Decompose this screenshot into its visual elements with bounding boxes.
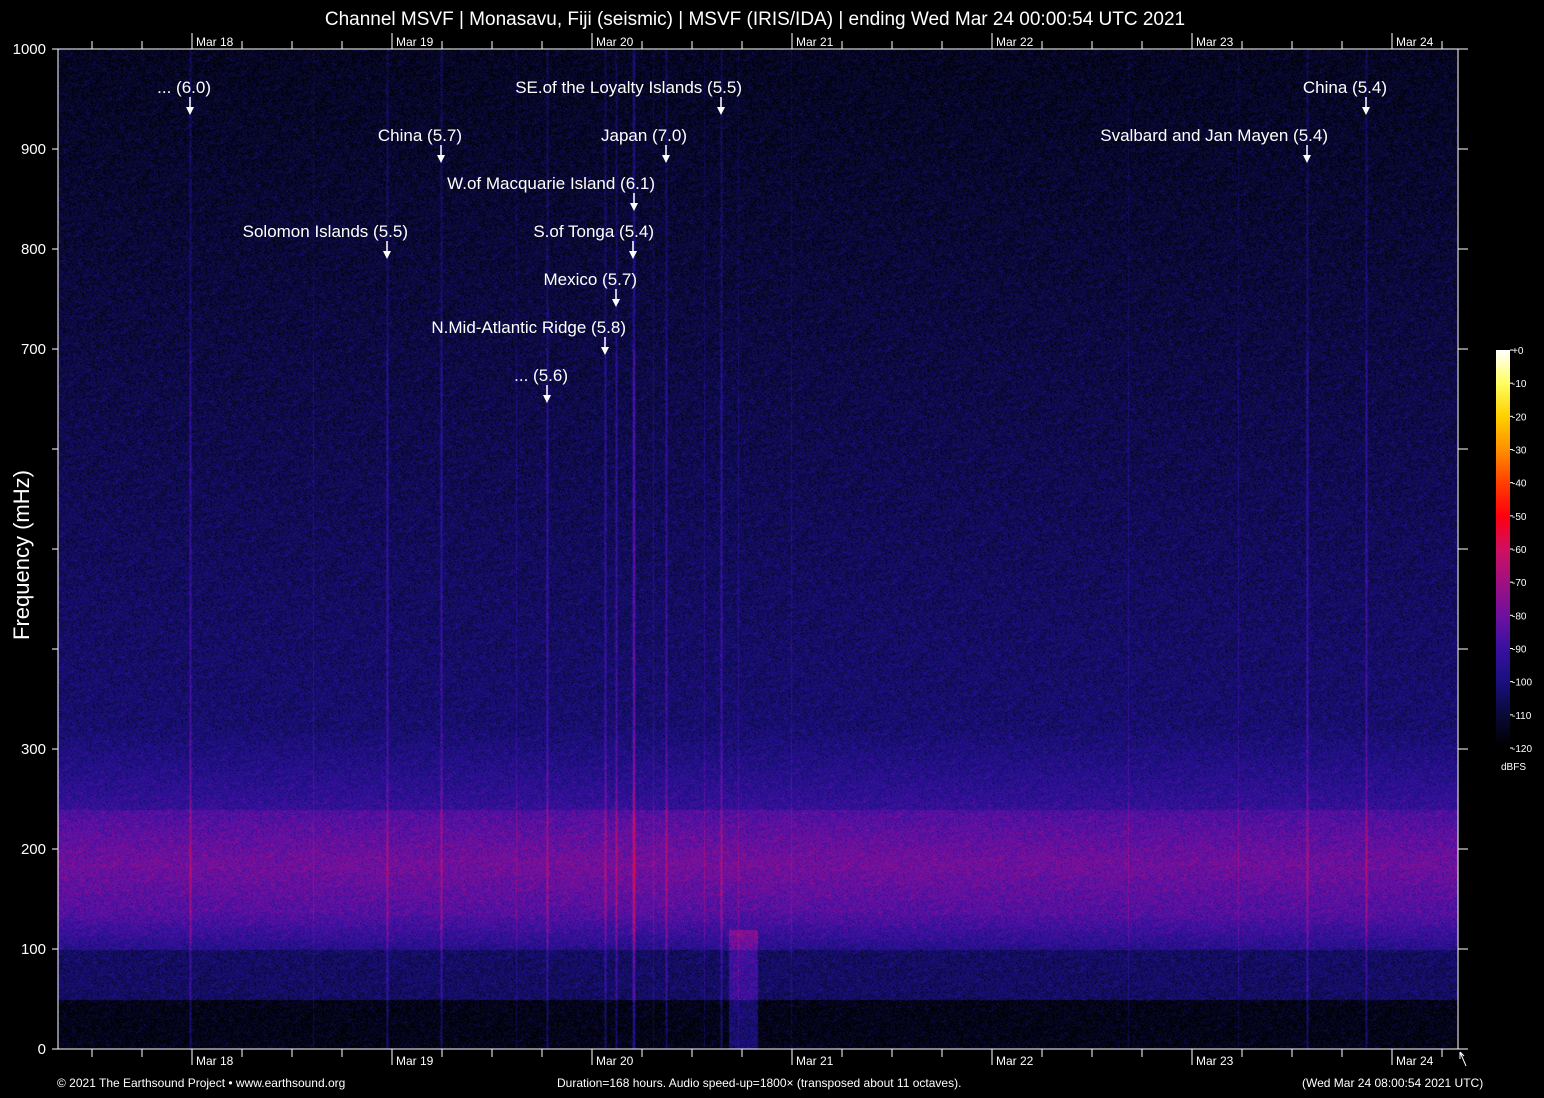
colorbar-tick-label: -60: [1512, 545, 1527, 556]
colorbar-tick-label: -120: [1512, 744, 1532, 755]
event-arrow-icon: [629, 251, 637, 259]
colorbar-tick-label: +0: [1512, 346, 1524, 357]
y-tick-label: 0: [38, 1041, 46, 1058]
generated-time: (Wed Mar 24 08:00:54 2021 UTC): [1302, 1076, 1484, 1090]
y-tick-label: 1000: [13, 41, 46, 58]
x-tick-label: Mar 22: [996, 1054, 1034, 1068]
event-label: ... (6.0): [157, 78, 211, 97]
y-tick-label: 100: [21, 941, 46, 958]
event-label: Solomon Islands (5.5): [243, 222, 408, 241]
x-tick-label-top: Mar 20: [596, 35, 634, 49]
event-label: SE.of the Loyalty Islands (5.5): [515, 78, 742, 97]
colorbar-tick-label: -90: [1512, 645, 1527, 656]
event-arrow-icon: [612, 299, 620, 307]
event-label: Svalbard and Jan Mayen (5.4): [1100, 126, 1328, 145]
copyright-text: © 2021 The Earthsound Project • www.eart…: [57, 1076, 346, 1090]
x-tick-label: Mar 24: [1396, 1054, 1434, 1068]
x-tick-label-top: Mar 19: [396, 35, 434, 49]
y-tick-label: 300: [21, 741, 46, 758]
colorbar-unit: dBFS: [1501, 762, 1527, 773]
colorbar-tick-label: -40: [1512, 479, 1527, 490]
y-axis-label: Frequency (mHz): [9, 470, 34, 640]
y-tick-label: 900: [21, 141, 46, 158]
colorbar-tick-label: -30: [1512, 446, 1527, 457]
colorbar-tick-label: -70: [1512, 578, 1527, 589]
colorbar-tick-label: -10: [1512, 379, 1527, 390]
x-tick-label-top: Mar 21: [796, 35, 834, 49]
info-text: Duration=168 hours. Audio speed-up=1800×…: [557, 1076, 962, 1090]
colorbar: [1496, 350, 1510, 748]
event-label: China (5.4): [1303, 78, 1387, 97]
event-arrow-icon: [1303, 155, 1311, 163]
event-arrow-icon: [717, 107, 725, 115]
chart-title: Channel MSVF | Monasavu, Fiji (seismic) …: [324, 9, 1186, 30]
x-tick-label-top: Mar 23: [1196, 35, 1234, 49]
colorbar-tick-label: -50: [1512, 512, 1527, 523]
colorbar-tick-label: -80: [1512, 611, 1527, 622]
y-tick-label: 200: [21, 841, 46, 858]
event-arrow-icon: [437, 155, 445, 163]
event-label: ... (5.6): [514, 366, 568, 385]
event-arrow-icon: [383, 251, 391, 259]
event-label: Mexico (5.7): [543, 270, 637, 289]
colorbar-tick-label: -110: [1512, 711, 1532, 722]
x-tick-label: Mar 18: [196, 1054, 234, 1068]
x-tick-label-top: Mar 18: [196, 35, 234, 49]
x-tick-label: Mar 19: [396, 1054, 434, 1068]
event-label: N.Mid-Atlantic Ridge (5.8): [431, 318, 626, 337]
event-label: W.of Macquarie Island (6.1): [447, 174, 655, 193]
event-arrow-icon: [630, 203, 638, 211]
y-tick-label: 800: [21, 241, 46, 258]
spectrogram-heatmap: [58, 49, 1458, 1049]
event-label: Japan (7.0): [601, 126, 687, 145]
x-tick-label: Mar 23: [1196, 1054, 1234, 1068]
x-tick-label-top: Mar 22: [996, 35, 1034, 49]
event-arrow-icon: [543, 395, 551, 403]
end-marker-icon: [1459, 1051, 1467, 1067]
colorbar-tick-label: -100: [1512, 678, 1532, 689]
colorbar-tick-label: -20: [1512, 412, 1527, 423]
event-label: S.of Tonga (5.4): [533, 222, 654, 241]
event-arrow-icon: [186, 107, 194, 115]
x-tick-label: Mar 20: [596, 1054, 634, 1068]
y-tick-label: 700: [21, 341, 46, 358]
event-arrow-icon: [662, 155, 670, 163]
event-label: China (5.7): [378, 126, 462, 145]
event-arrow-icon: [1362, 107, 1370, 115]
x-tick-label-top: Mar 24: [1396, 35, 1434, 49]
x-tick-label: Mar 21: [796, 1054, 834, 1068]
event-arrow-icon: [601, 347, 609, 355]
